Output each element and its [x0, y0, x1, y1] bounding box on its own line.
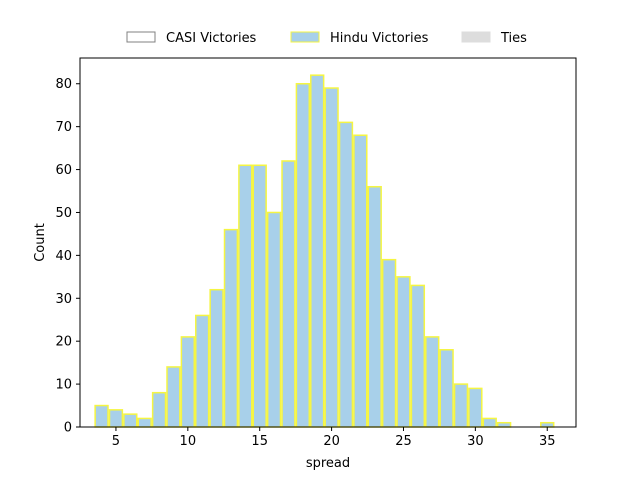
histogram-bar — [496, 421, 512, 428]
histogram-bar — [123, 413, 138, 428]
histogram-bar — [381, 258, 397, 428]
histogram-bar — [439, 349, 454, 428]
histogram-bar — [151, 391, 167, 428]
histogram-bar — [353, 134, 368, 428]
y-tick-label: 70 — [55, 120, 72, 135]
x-tick-label: 15 — [251, 434, 268, 449]
y-tick-label: 40 — [55, 249, 72, 264]
x-tick-label: 25 — [395, 434, 412, 449]
bars-layer — [94, 74, 555, 428]
histogram-bar — [295, 82, 311, 428]
histogram-bar — [137, 417, 152, 428]
x-axis-ticks: 5 10 15 20 25 30 35 — [112, 427, 556, 449]
y-tick-label: 0 — [64, 421, 72, 436]
y-tick-label: 20 — [55, 335, 72, 350]
x-tick-label: 30 — [467, 434, 484, 449]
histogram-bar — [252, 164, 267, 428]
legend-swatch — [126, 31, 156, 43]
legend-label: Hindu Victories — [330, 31, 429, 46]
histogram-bar — [540, 421, 555, 428]
histogram-bar — [367, 185, 382, 428]
histogram-bar — [324, 87, 339, 428]
histogram-bar — [209, 288, 224, 428]
histogram-bar — [108, 409, 124, 428]
histogram-bar — [468, 387, 483, 428]
histogram-bar — [410, 284, 426, 428]
histogram-bar — [425, 336, 440, 428]
histogram-bar — [166, 366, 181, 428]
x-axis-label: spread — [306, 456, 350, 471]
histogram-bar — [482, 417, 497, 428]
x-tick-label: 10 — [180, 434, 197, 449]
plot-frame — [79, 57, 577, 428]
histogram-bar — [94, 404, 109, 428]
histogram-bar — [266, 211, 282, 428]
histogram-bar — [223, 228, 239, 428]
y-tick-label: 10 — [55, 378, 72, 393]
legend-swatch — [461, 31, 491, 43]
histogram-bar — [453, 383, 469, 428]
histogram-bar — [281, 160, 296, 428]
histogram-bar — [238, 164, 253, 428]
y-tick-label: 80 — [55, 77, 72, 92]
y-tick-label: 60 — [55, 163, 72, 178]
histogram-bar — [310, 74, 325, 428]
histogram-bar — [195, 314, 210, 428]
legend-label: CASI Victories — [166, 31, 257, 46]
legend-label: Ties — [500, 31, 527, 46]
y-axis-label: Count — [33, 223, 48, 262]
y-axis-ticks: 0 10 20 30 40 50 60 70 80 — [55, 77, 80, 436]
x-tick-label: 20 — [323, 434, 340, 449]
legend-swatch — [290, 31, 320, 43]
histogram-bar — [396, 276, 411, 428]
legend: CASI Victories Hindu Victories Ties — [126, 31, 527, 46]
histogram-bar — [338, 121, 354, 428]
x-tick-label: 35 — [539, 434, 556, 449]
y-tick-label: 30 — [55, 292, 72, 307]
x-tick-label: 5 — [112, 434, 120, 449]
histogram-bar — [180, 336, 196, 428]
y-tick-label: 50 — [55, 206, 72, 221]
